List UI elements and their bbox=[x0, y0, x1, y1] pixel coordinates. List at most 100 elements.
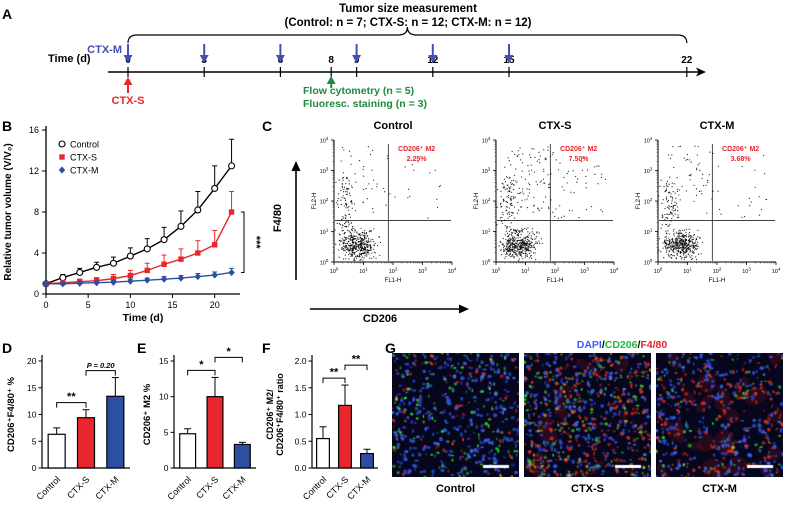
svg-text:Control: Control bbox=[34, 474, 62, 502]
svg-text:16: 16 bbox=[29, 125, 39, 135]
panel-label-f: F bbox=[262, 340, 271, 356]
svg-text:0: 0 bbox=[43, 300, 48, 310]
svg-text:100: 100 bbox=[492, 267, 501, 275]
svg-text:Control: Control bbox=[301, 474, 329, 502]
svg-text:104: 104 bbox=[610, 267, 619, 275]
svg-text:102: 102 bbox=[551, 267, 560, 275]
svg-text:101: 101 bbox=[359, 267, 368, 275]
svg-text:FL1-H: FL1-H bbox=[547, 278, 564, 284]
panel-label-e: E bbox=[137, 340, 147, 356]
legend-separator: / bbox=[637, 339, 641, 351]
svg-text:103: 103 bbox=[580, 267, 589, 275]
svg-text:**: ** bbox=[330, 367, 339, 379]
svg-text:102: 102 bbox=[320, 197, 329, 205]
svg-text:CD206⁺ M2: CD206⁺ M2 bbox=[560, 145, 597, 153]
svg-text:102: 102 bbox=[482, 197, 491, 205]
svg-text:CTX-M: CTX-M bbox=[345, 474, 372, 501]
svg-text:FL2-H: FL2-H bbox=[474, 193, 480, 210]
ctx-s-label: CTX-S bbox=[111, 95, 145, 107]
svg-text:0.5: 0.5 bbox=[295, 436, 307, 446]
tumor-volume-chart: 0 5 10 15 20 0 4 8 12 16 Control CTX-S CTX-M *** Time … bbox=[3, 125, 262, 324]
svg-text:*: * bbox=[227, 346, 232, 358]
svg-text:103: 103 bbox=[742, 267, 751, 275]
svg-text:FL1-H: FL1-H bbox=[709, 278, 726, 284]
svg-text:CTX-S: CTX-S bbox=[194, 474, 220, 500]
svg-text:CD206⁺ M2 %: CD206⁺ M2 % bbox=[142, 383, 153, 445]
fluorescence-image-ctx-s bbox=[524, 353, 651, 477]
svg-text:101: 101 bbox=[644, 228, 653, 236]
svg-text:102: 102 bbox=[713, 267, 722, 275]
svg-text:10: 10 bbox=[27, 410, 37, 420]
svg-text:101: 101 bbox=[683, 267, 692, 275]
svg-text:CTX-S: CTX-S bbox=[70, 153, 97, 163]
cd206-f480-bar-chart: 0 5 10 15 20 Control CTX-S CTX-M ** P = 0.20 CD206… bbox=[6, 355, 130, 502]
panel-a-timeline: A Tumor size measurement (Control: n = 7… bbox=[0, 0, 787, 112]
panel-label-d: D bbox=[2, 340, 13, 356]
svg-text:8: 8 bbox=[328, 55, 334, 66]
svg-text:CTX-M: CTX-M bbox=[70, 166, 99, 176]
fluoresc-staining-label: Fluoresc. staining (n = 3) bbox=[303, 98, 427, 110]
svg-text:12: 12 bbox=[29, 166, 39, 176]
svg-text:FL1-H: FL1-H bbox=[385, 278, 402, 284]
svg-text:10: 10 bbox=[125, 300, 135, 310]
svg-text:***: *** bbox=[250, 236, 262, 250]
flow-axis-arrows bbox=[291, 161, 469, 314]
svg-text:FL2-H: FL2-H bbox=[636, 193, 642, 210]
svg-text:100: 100 bbox=[654, 267, 663, 275]
svg-text:102: 102 bbox=[644, 197, 653, 205]
cd206-axis-label: CD206 bbox=[362, 313, 398, 325]
svg-text:15: 15 bbox=[27, 383, 37, 393]
microscopy-label-ctx-s: CTX-S bbox=[571, 483, 604, 495]
svg-text:5: 5 bbox=[32, 436, 37, 446]
svg-text:20: 20 bbox=[27, 356, 37, 366]
m2-ratio-bar-chart: 0.00.51.01.52.0ControlCTX-SCTX-M****CD20… bbox=[265, 354, 378, 502]
svg-text:CTX-M: CTX-M bbox=[94, 474, 121, 501]
svg-text:7.50%: 7.50% bbox=[569, 156, 590, 163]
svg-text:3.68%: 3.68% bbox=[731, 156, 752, 163]
fluorescence-image-ctx-m bbox=[656, 353, 783, 477]
svg-text:0.0: 0.0 bbox=[295, 463, 307, 473]
svg-text:5: 5 bbox=[86, 300, 91, 310]
timeline-graphic: 03689121522 bbox=[108, 26, 706, 93]
svg-text:15: 15 bbox=[168, 300, 178, 310]
svg-text:Relative tumor volume (V/V₀): Relative tumor volume (V/V₀) bbox=[3, 143, 14, 280]
svg-text:**: ** bbox=[67, 391, 76, 403]
timeline-title-line1: Tumor size measurement bbox=[339, 3, 477, 15]
svg-text:103: 103 bbox=[644, 167, 653, 175]
svg-text:103: 103 bbox=[320, 167, 329, 175]
flow-title-ctx-s: CTX-S bbox=[538, 120, 572, 132]
svg-text:**: ** bbox=[352, 354, 361, 366]
svg-text:CD206⁺F4/80⁺ ratio: CD206⁺F4/80⁺ ratio bbox=[275, 373, 285, 456]
svg-text:CD206⁺F4/80⁺ %: CD206⁺F4/80⁺ % bbox=[6, 376, 17, 452]
panel-label-g: G bbox=[385, 340, 396, 356]
svg-text:101: 101 bbox=[482, 228, 491, 236]
svg-text:5: 5 bbox=[164, 427, 169, 437]
svg-text:Time (d): Time (d) bbox=[123, 312, 164, 324]
svg-text:CD206⁺ M2: CD206⁺ M2 bbox=[398, 145, 435, 153]
panel-label-c: C bbox=[262, 118, 273, 134]
panel-c-flow: C F4/80 CD206 Control CTX-S CTX-M 100 100… bbox=[260, 112, 787, 337]
svg-text:101: 101 bbox=[521, 267, 530, 275]
svg-text:103: 103 bbox=[418, 267, 427, 275]
svg-text:0: 0 bbox=[164, 463, 169, 473]
svg-text:104: 104 bbox=[772, 267, 781, 275]
svg-text:104: 104 bbox=[320, 136, 329, 144]
svg-text:15: 15 bbox=[159, 356, 169, 366]
ctx-m-label: CTX-M bbox=[87, 44, 122, 56]
svg-text:0: 0 bbox=[32, 463, 37, 473]
svg-text:2.25%: 2.25% bbox=[407, 156, 428, 163]
cd206-m2-bar-chart: 0 5 10 15 Control CTX-S CTX-M * * CD206⁺ M2 % bbox=[142, 346, 256, 502]
svg-text:P = 0.20: P = 0.20 bbox=[87, 361, 116, 370]
dapi-legend-label: DAPI bbox=[576, 339, 602, 351]
svg-text:Control: Control bbox=[70, 140, 99, 150]
svg-text:CD206⁺ M2: CD206⁺ M2 bbox=[722, 145, 759, 153]
panel-label-b: B bbox=[2, 118, 13, 134]
timeline-title: Tumor size measurement (Control: n = 7; … bbox=[128, 2, 688, 31]
cd206-legend-label: CD206 bbox=[604, 339, 638, 351]
svg-text:CD206⁺ M2/: CD206⁺ M2/ bbox=[265, 389, 275, 440]
svg-text:FL2-H: FL2-H bbox=[312, 193, 318, 210]
